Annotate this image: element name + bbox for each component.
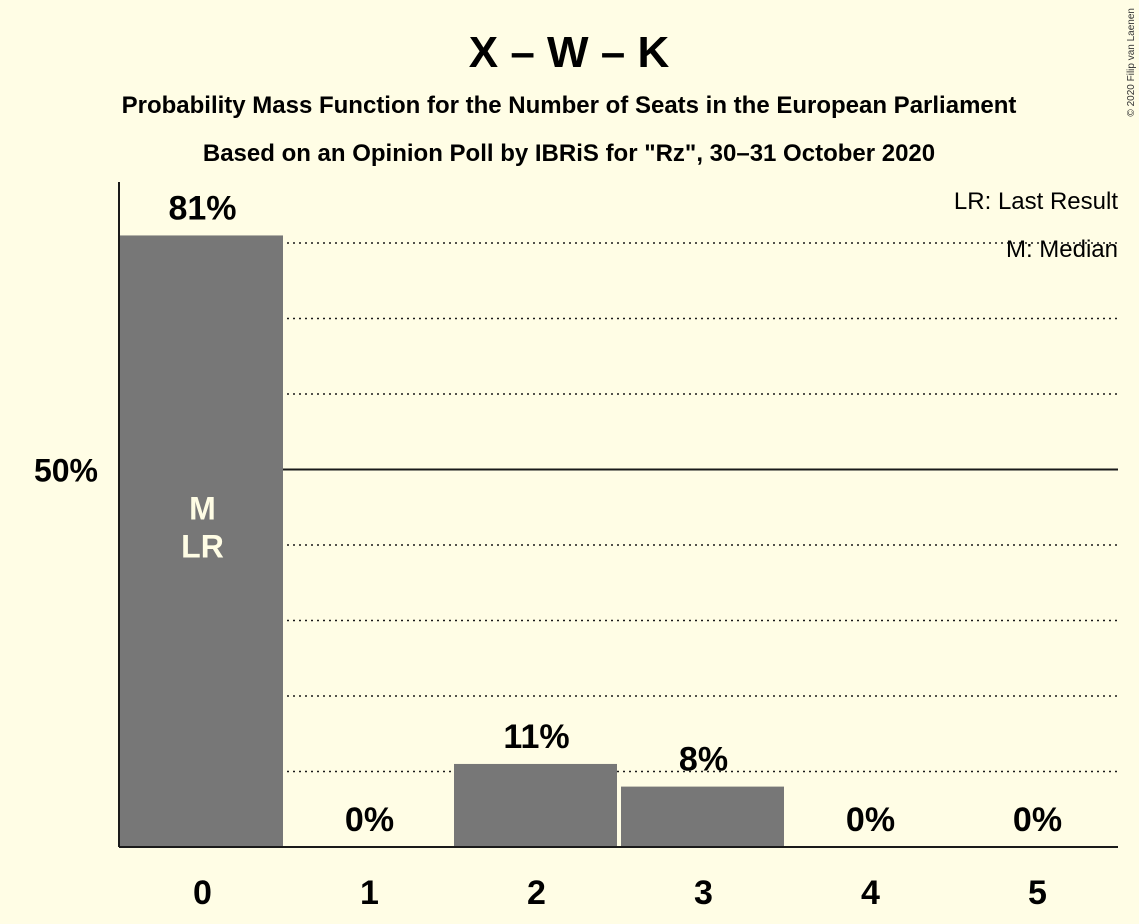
x-tick-label-3: 3 (694, 874, 713, 912)
copyright-notice: © 2020 Filip van Laenen (1126, 8, 1137, 117)
legend-last-result: LR: Last Result (954, 188, 1118, 215)
bar-annotation-m: M (189, 491, 216, 527)
legend: LR: Last Result M: Median (954, 188, 1118, 263)
bars (120, 235, 784, 847)
legend-median: M: Median (1006, 236, 1118, 263)
value-label-seats-0: 81% (168, 189, 236, 227)
chart-title: X – W – K (469, 28, 670, 77)
bar-annotation-lr: LR (181, 529, 224, 565)
value-label-seats-3: 8% (679, 741, 728, 779)
value-label-seats-2: 11% (503, 718, 569, 756)
chart-subtitle: Probability Mass Function for the Number… (122, 92, 1017, 119)
bar-seats-3 (621, 786, 784, 847)
grid-lines (119, 242, 1118, 773)
x-tick-label-5: 5 (1028, 874, 1047, 912)
x-tick-label-4: 4 (861, 874, 880, 912)
y-tick-label-50: 50% (34, 453, 98, 489)
x-tick-label-1: 1 (360, 874, 379, 912)
chart-source-line: Based on an Opinion Poll by IBRiS for "R… (203, 140, 935, 167)
x-tick-label-0: 0 (193, 874, 212, 912)
x-tick-label-2: 2 (527, 874, 546, 912)
value-label-seats-4: 0% (846, 801, 895, 839)
bar-seats-2 (454, 763, 617, 847)
value-label-seats-1: 0% (345, 801, 394, 839)
bar-seats-0 (120, 235, 283, 847)
x-tick-labels: 0 1 2 3 4 5 (193, 874, 1047, 912)
value-labels: 81% 0% 11% 8% 0% 0% MLR (168, 189, 1062, 839)
value-label-seats-5: 0% (1013, 801, 1062, 839)
